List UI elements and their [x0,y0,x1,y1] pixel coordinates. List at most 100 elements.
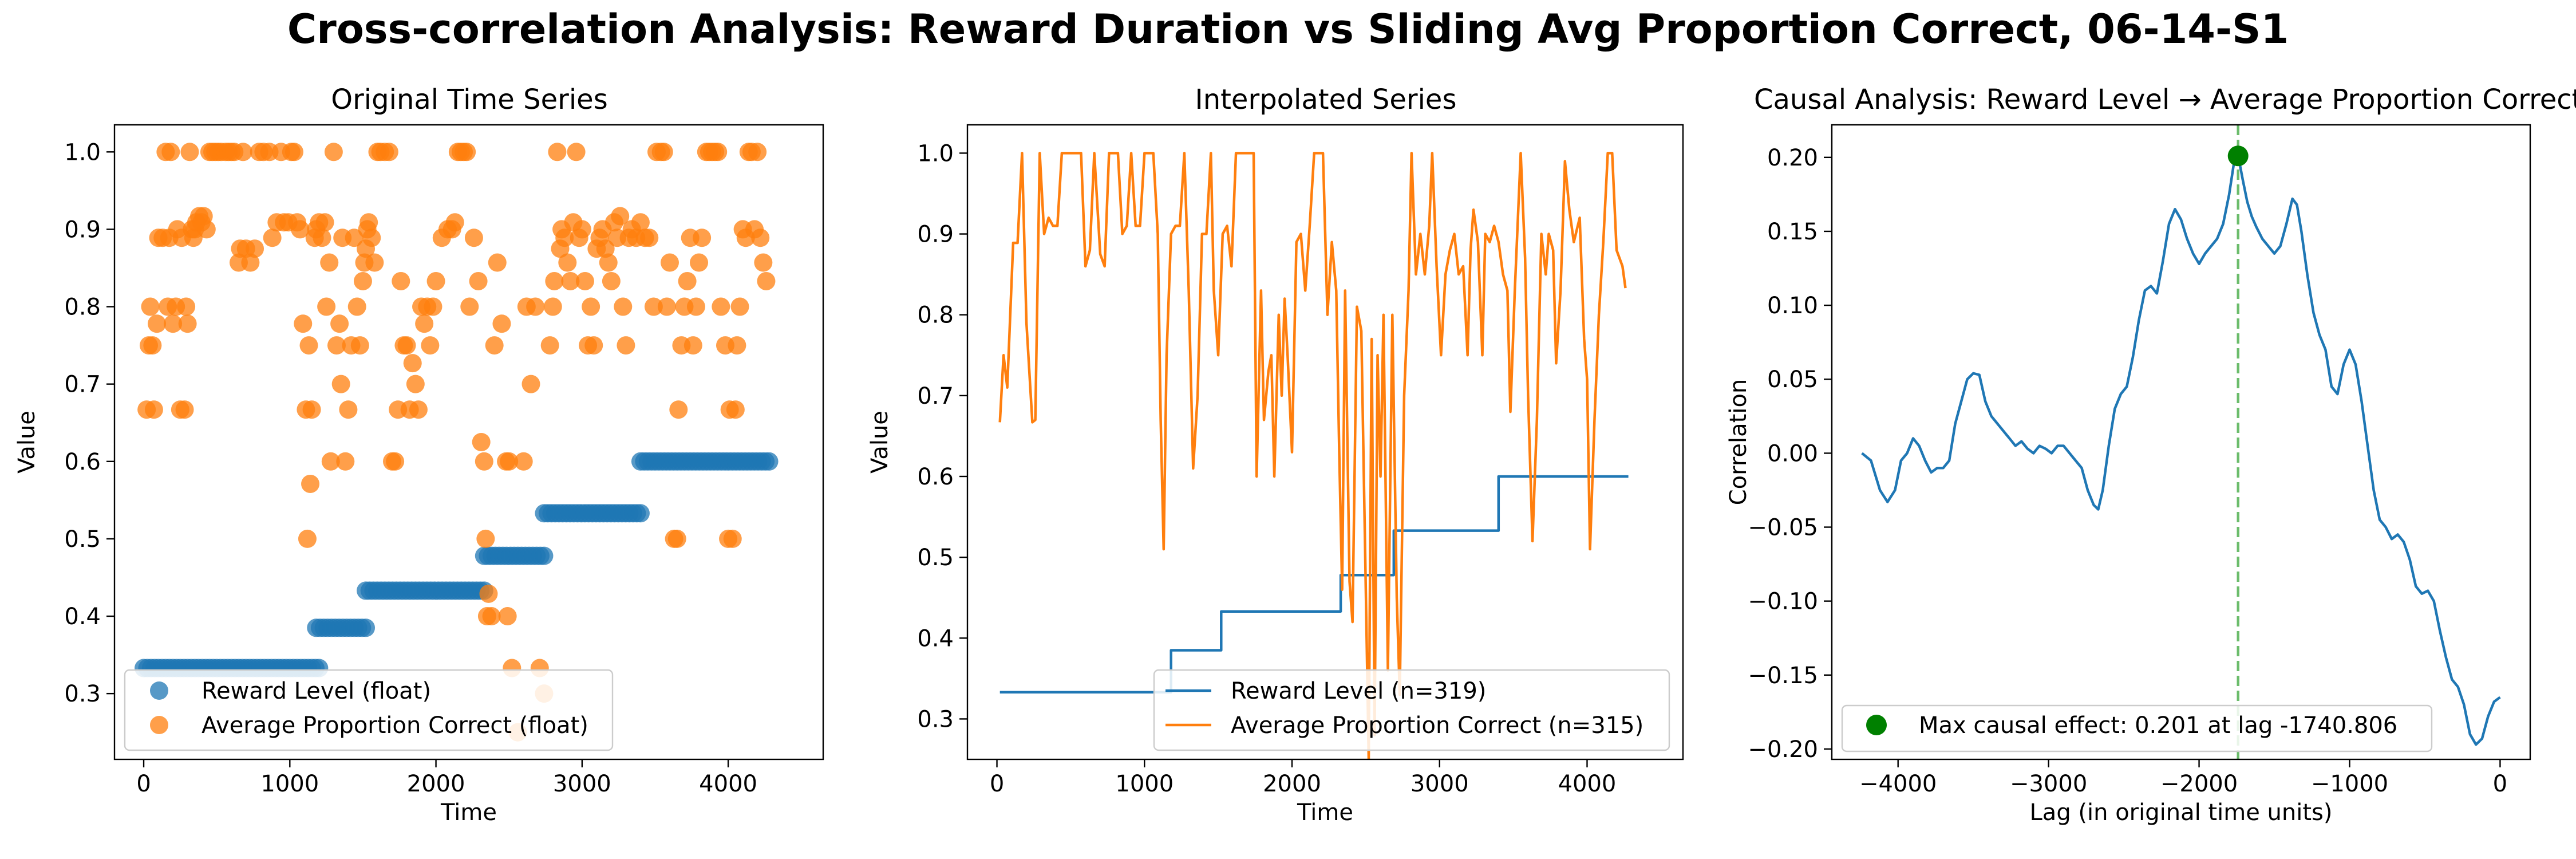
proportion-point [291,220,310,239]
proportion-point [654,143,673,161]
proportion-point [683,336,702,355]
x-axis-label: Time [440,799,497,826]
proportion-point [234,143,252,161]
legend-marker [150,716,168,734]
x-tick-label: 3000 [553,771,611,797]
reward-point [535,546,554,565]
proportion-point [347,297,366,316]
proportion-point [345,228,364,247]
proportion-point [143,336,162,355]
x-tick-label: 0 [2493,771,2507,797]
x-axis-label: Lag (in original time units) [2030,799,2333,826]
proportion-point [180,143,199,161]
proportion-point [327,336,346,355]
proportion-point [686,297,705,316]
plot-area [135,143,779,742]
proportion-point [690,253,709,272]
reward-point [631,504,650,523]
proportion-point [548,143,567,161]
y-tick-label: 0.5 [64,526,101,553]
y-tick-label: 0.10 [1767,293,1818,319]
proportion-point [445,213,464,232]
proportion-point [757,271,776,290]
x-axis-label: Time [1297,799,1353,826]
reward-line [999,475,1629,694]
x-tick-label: 1000 [260,771,319,797]
proportion-point [575,271,594,290]
proportion-point [464,228,483,247]
x-tick-label: 3000 [1411,771,1469,797]
proportion-point [561,271,580,290]
axes-frame [966,124,1684,761]
proportion-point [526,297,545,316]
proportion-point [582,297,600,316]
proportion-point [543,297,562,316]
proportion-point [657,297,676,316]
proportion-point [596,239,615,258]
proportion-point [246,239,264,258]
y-tick-label: 0.9 [64,216,101,243]
proportion-point [631,213,650,232]
y-axis-label: Value [867,411,893,474]
y-tick-label: 0.6 [64,449,101,475]
proportion-point [301,474,320,493]
y-tick-label: 0.3 [64,681,101,707]
proportion-point [644,297,663,316]
proportion-point [285,143,303,161]
proportion-point [472,433,491,451]
y-tick-label: 0.8 [64,294,101,321]
proportion-point [144,400,163,419]
x-tick-label: 2000 [407,771,465,797]
proportion-line [998,152,1627,759]
proportion-point [460,297,479,316]
y-tick-label: 1.0 [64,139,101,166]
x-tick-label: 2000 [1263,771,1321,797]
proportion-point [611,207,630,226]
x-tick-label: −2000 [2160,771,2238,797]
proportion-point [521,375,540,393]
legend-box [124,669,614,751]
proportion-point [406,375,425,393]
peak-marker [2227,145,2249,167]
y-tick-label: −0.20 [1748,736,1818,763]
proportion-point [320,253,339,272]
proportion-point [599,253,618,272]
proportion-point [572,220,591,239]
reward-point [357,618,376,637]
y-tick-label: 0.7 [64,372,101,398]
legend: Reward Level (n=319) Average Proportion C… [1153,669,1670,751]
y-tick-label: 0.6 [917,464,954,490]
y-tick-label: 0.15 [1767,219,1818,245]
x-tick-label: 4000 [699,771,757,797]
proportion-point [640,228,659,247]
proportion-point [324,143,343,161]
proportion-point [331,375,350,393]
proportion-point [365,253,384,272]
proportion-point [748,143,767,161]
proportion-point [403,354,422,373]
y-tick-label: 1.0 [917,140,954,167]
y-tick-label: 0.5 [917,545,954,571]
reward-point [760,452,779,471]
proportion-point [457,143,476,161]
x-tick-label: 0 [136,771,151,797]
y-tick-label: 0.00 [1767,440,1818,467]
chart-panel-2: Interpolated Series 0 1000 2000 3000 4000 0.3 0… [867,84,1684,826]
y-tick-label: −0.15 [1748,663,1818,689]
correlation-line [1861,154,2501,746]
proportion-point [617,336,635,355]
legend: Reward Level (float) Average Proportion C… [124,669,614,751]
proportion-point [660,253,679,272]
y-tick-label: 0.20 [1767,145,1818,171]
proportion-point [558,253,577,272]
proportion-point [263,228,282,247]
proportion-point [723,529,742,548]
proportion-point [667,529,686,548]
proportion-point [421,336,440,355]
y-tick-label: 0.4 [917,625,954,652]
y-tick-label: 0.05 [1767,367,1818,393]
y-tick-label: 0.8 [917,302,954,329]
proportion-point [362,228,381,247]
proportion-point [302,400,321,419]
proportion-point [693,228,712,247]
